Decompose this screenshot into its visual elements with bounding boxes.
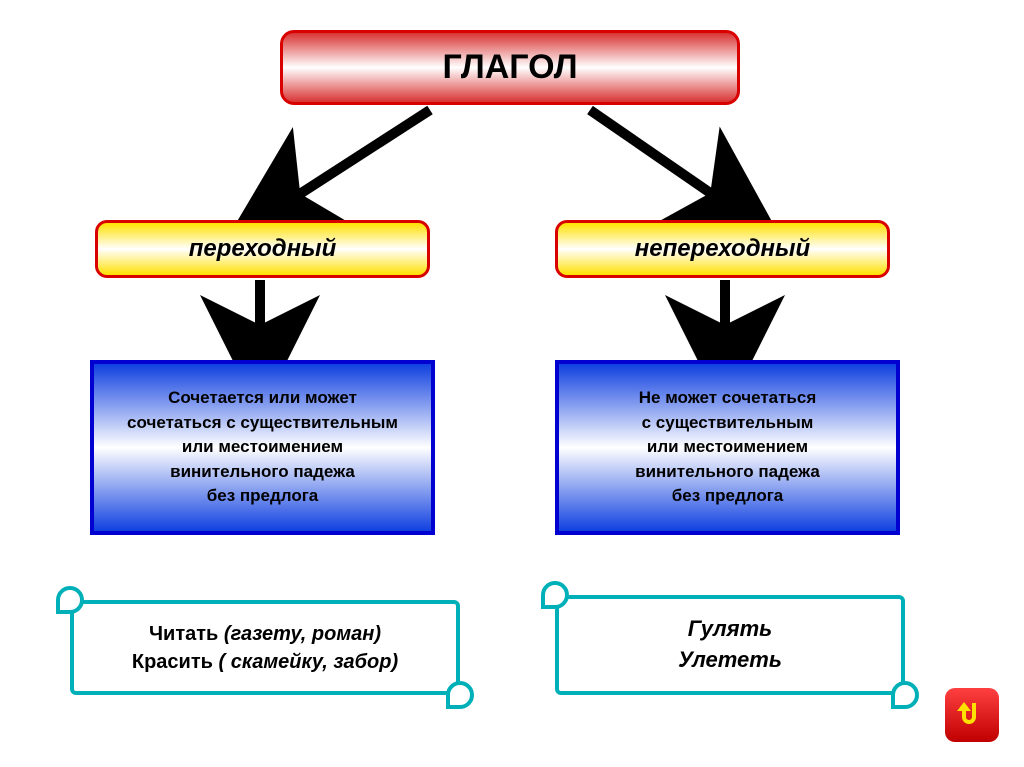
branch-right-label: непереходный xyxy=(635,235,810,263)
branch-right-box: непереходный xyxy=(555,220,890,278)
u-turn-icon xyxy=(954,697,990,733)
scroll-cap-icon xyxy=(891,681,919,709)
description-line: или местоимением xyxy=(647,435,808,460)
description-line: без предлога xyxy=(672,484,784,509)
branch-left-label: переходный xyxy=(189,235,337,263)
back-button[interactable] xyxy=(945,688,999,742)
example-line: Красить ( скамейку, забор) xyxy=(132,648,398,676)
example-line: Гулять xyxy=(688,614,772,645)
description-line: сочетаться с существительным xyxy=(127,411,398,436)
example-left-box: Читать (газету, роман)Красить ( скамейку… xyxy=(70,600,460,695)
title-text: ГЛАГОЛ xyxy=(442,48,577,87)
example-line: Улететь xyxy=(678,645,782,676)
description-line: или местоимением xyxy=(182,435,343,460)
branch-left-box: переходный xyxy=(95,220,430,278)
scroll-cap-icon xyxy=(541,581,569,609)
scroll-cap-icon xyxy=(56,586,84,614)
description-line: с существительным xyxy=(642,411,814,436)
title-box: ГЛАГОЛ xyxy=(280,30,740,105)
description-line: винительного падежа xyxy=(170,460,355,485)
description-line: Не может сочетаться xyxy=(639,386,817,411)
description-line: без предлога xyxy=(207,484,319,509)
example-line: Читать (газету, роман) xyxy=(149,620,381,648)
description-right-box: Не может сочетатьсяс существительнымили … xyxy=(555,360,900,535)
example-right-box: ГулятьУлететь xyxy=(555,595,905,695)
scroll-cap-icon xyxy=(446,681,474,709)
description-left-box: Сочетается или можетсочетаться с существ… xyxy=(90,360,435,535)
description-line: винительного падежа xyxy=(635,460,820,485)
description-line: Сочетается или может xyxy=(168,386,357,411)
